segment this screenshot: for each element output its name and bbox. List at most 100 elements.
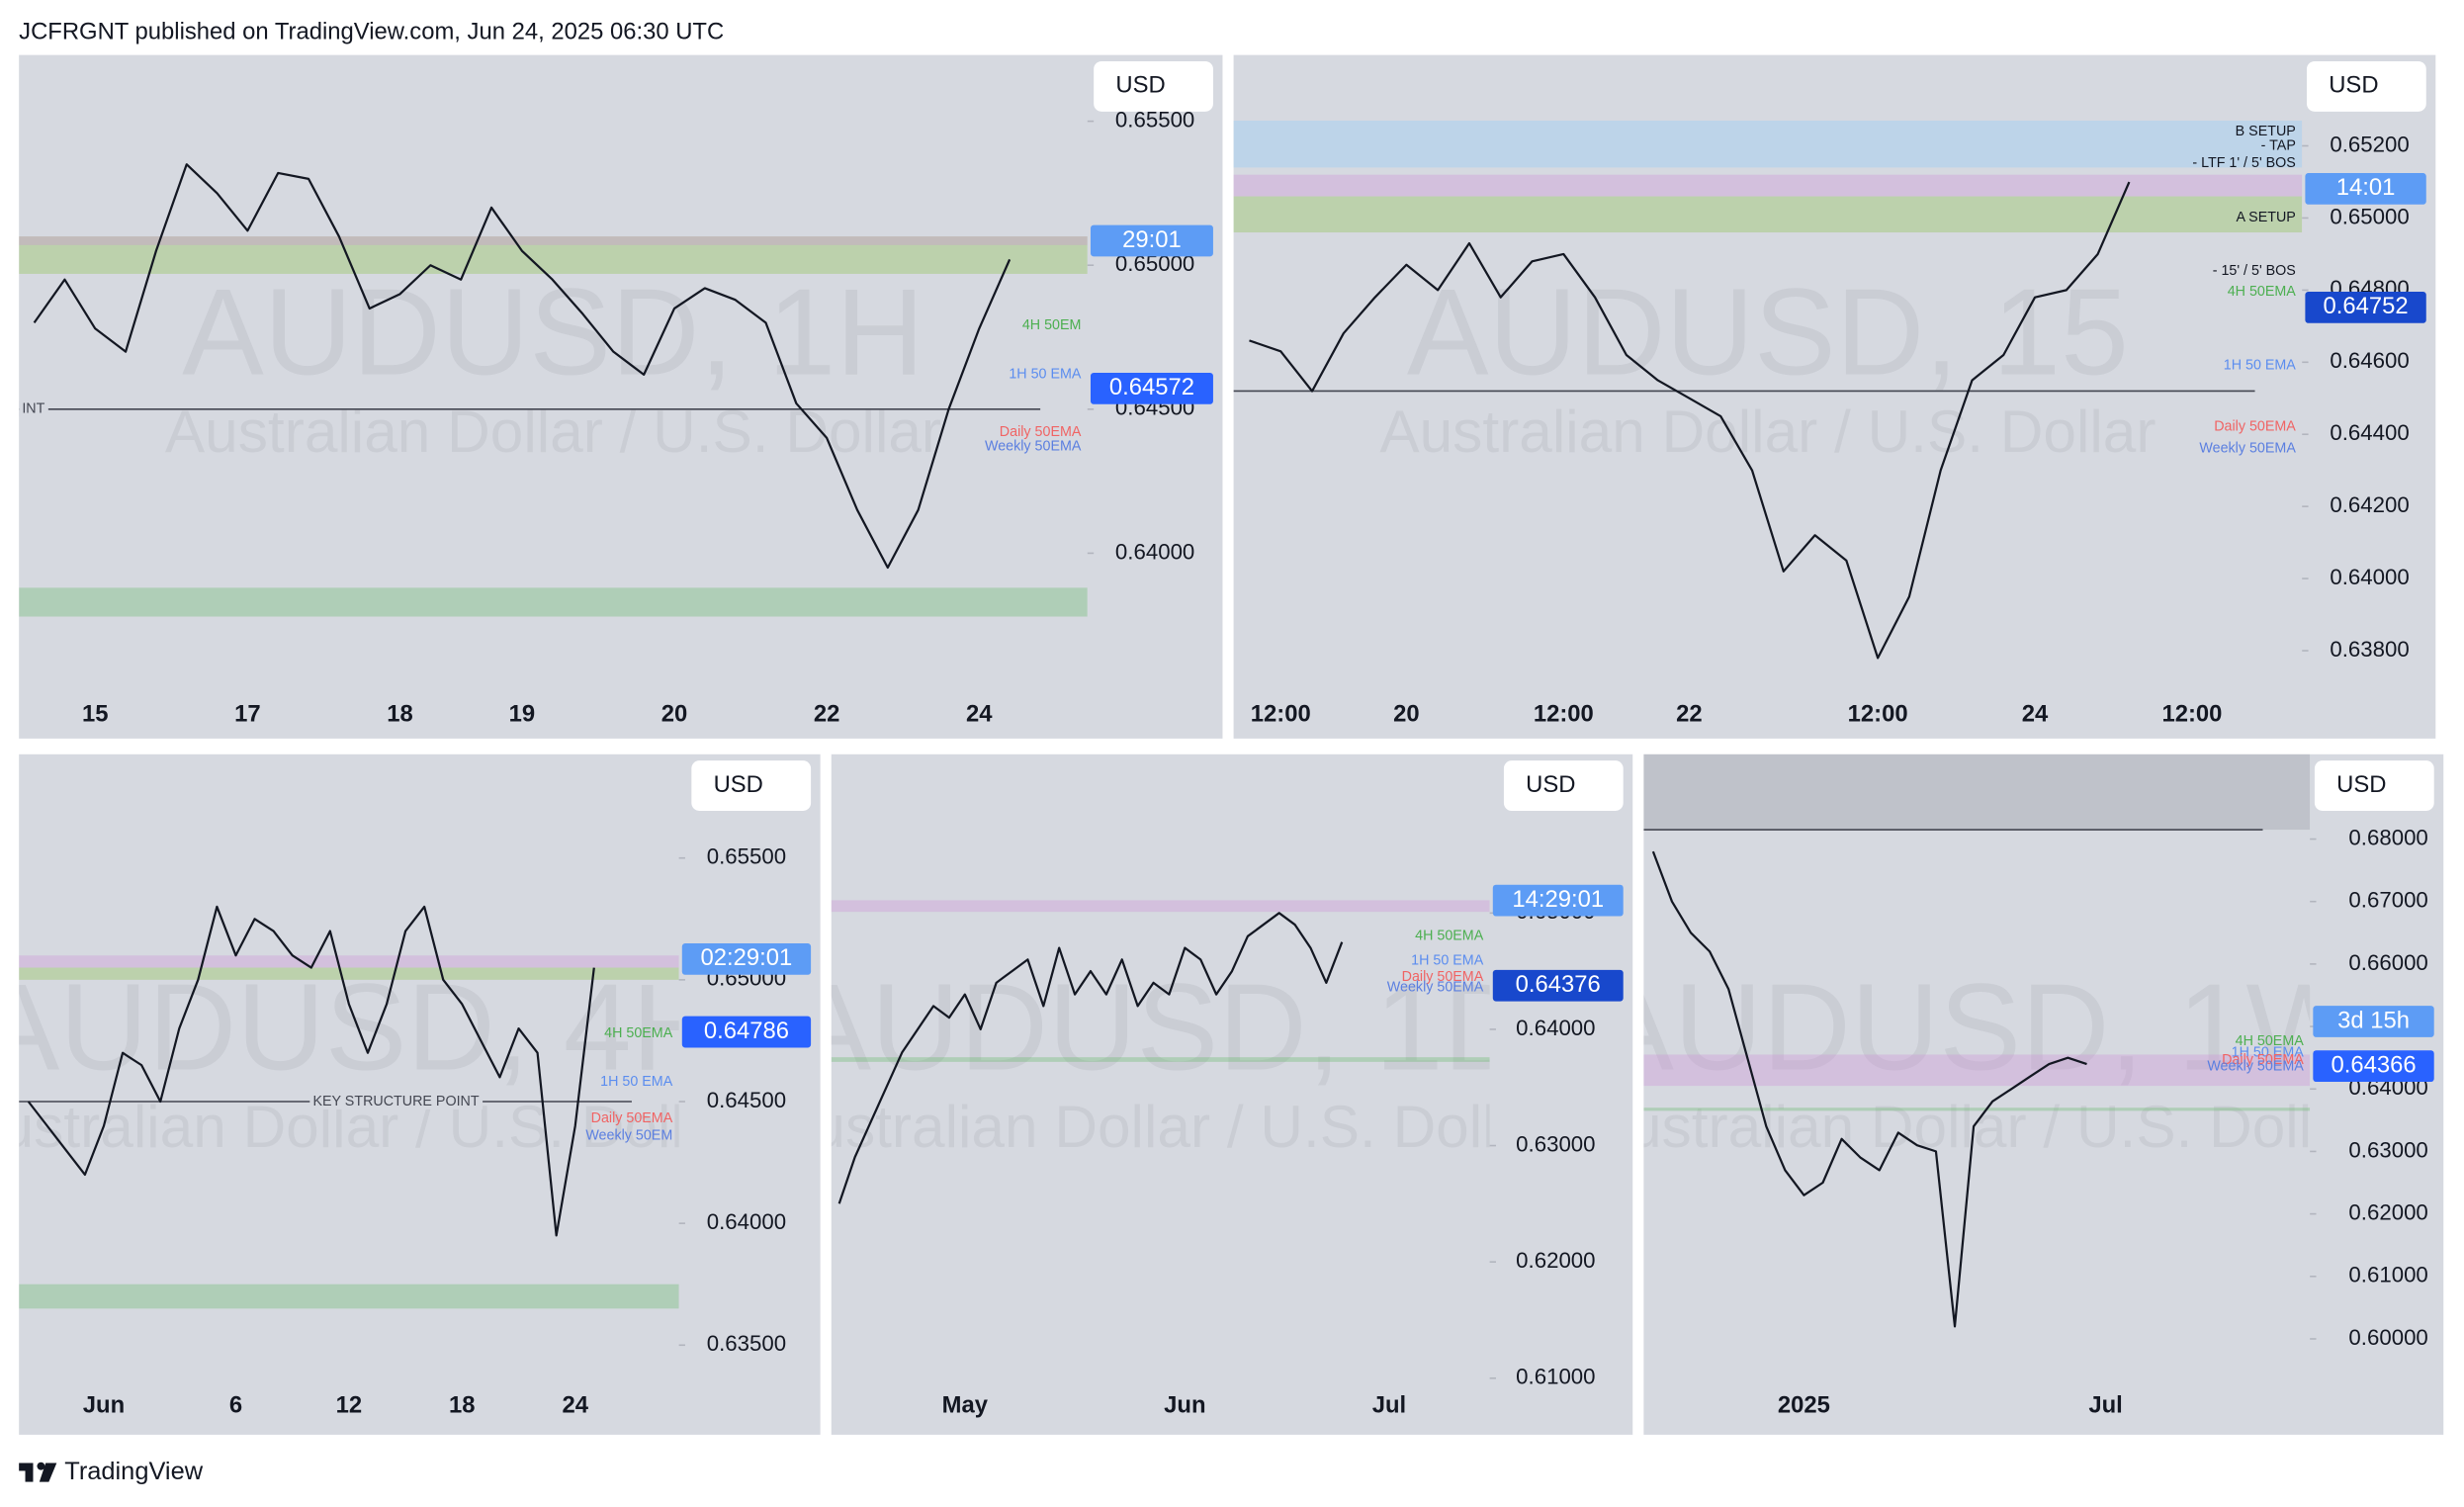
zone [831,900,1490,913]
zone [19,955,679,968]
x-tick-label: 19 [509,700,536,727]
footer-brand: TradingView [64,1458,203,1485]
watermark: AUDUSD, 1D [789,960,1532,1097]
annotation: - TAP [2261,137,2296,153]
level-label: KEY STRUCTURE POINT [312,1094,479,1109]
annotation: Daily 50EMA [1402,969,1484,985]
price-line [1249,181,2131,660]
annotation: 1H 50 EMA [1411,952,1484,968]
watermark-subtitle: Australian Dollar / U.S. Dollar [1589,1093,2365,1160]
byline: JCFRGNT published on TradingView.com, Ju… [19,19,724,45]
y-tick-label: 0.65500 [707,844,786,869]
watermark: AUDUSD, 1W [1592,960,2361,1097]
panel-background [1643,754,2444,1435]
price-line [27,905,595,1237]
price-label-box [2313,1006,2434,1037]
annotation: 4H 50EMA [604,1025,673,1041]
y-tick-label: 0.65000 [2330,204,2409,228]
x-tick-label: 20 [1393,700,1420,727]
price-label: 0.64752 [2324,293,2409,319]
price-label-box [1492,969,1624,1002]
y-tick-label: 0.64000 [1115,539,1194,564]
zone [1643,754,2311,831]
y-tick-label: 0.62000 [2348,1199,2427,1224]
zone [19,1284,679,1309]
annotation: - 15' / 5' BOS [2213,263,2296,279]
y-tick-label: 0.64000 [1516,1016,1595,1040]
currency-button[interactable] [1503,760,1624,812]
panel-background [19,54,1223,739]
x-tick-label: Jul [2088,1392,2122,1419]
y-tick-label: 0.61000 [1516,1365,1595,1389]
watermark: AUDUSD, 1H [182,264,924,400]
panel-background [1233,54,2436,739]
annotation: 1H 50 EMA [600,1074,673,1090]
annotation: 4H 50EM [1022,317,1082,333]
watermark-subtitle: Australian Dollar / U.S. Dollar [1379,398,2156,465]
y-tick-label: 0.64400 [2330,420,2409,445]
price-label: 14:29:01 [1512,886,1604,913]
watermark: AUDUSD, 4H [0,960,720,1097]
zone [19,967,679,980]
annotation: 4H 50EMA [2236,1033,2305,1049]
zone [1233,174,2303,197]
y-tick-label: 0.63800 [2330,637,2409,662]
x-tick-label: 24 [2022,700,2049,727]
currency-button[interactable] [691,760,812,812]
price-label: 29:01 [1122,226,1182,253]
annotation: 1H 50 EMA [2232,1044,2305,1060]
x-tick-label: 12 [336,1392,363,1419]
price-label: 14:01 [2336,174,2396,201]
x-tick-label: 15 [82,700,109,727]
currency-button[interactable] [2306,60,2426,112]
y-tick-label: 0.64000 [2330,565,2409,589]
y-tick-label: 0.64600 [2330,348,2409,373]
x-tick-label: 12:00 [1251,700,1311,727]
zone [19,236,1088,245]
price-label-box [681,943,812,975]
x-tick-label: 17 [234,700,261,727]
x-tick-label: Jul [1372,1392,1406,1419]
zone [1643,1108,2311,1111]
price-label-box [681,1016,812,1048]
currency-label: USD [1115,72,1165,99]
price-label: 3d 15h [2337,1007,2410,1033]
x-tick-label: 22 [1676,700,1703,727]
zone [1233,196,2303,233]
currency-label: USD [2336,771,2386,798]
x-tick-label: 6 [229,1392,242,1419]
currency-label: USD [2329,72,2378,99]
price-label: 0.64786 [704,1018,789,1044]
x-tick-label: 20 [661,700,688,727]
price-line [33,163,1012,570]
annotation: Daily 50EMA [2222,1052,2304,1068]
watermark: AUDUSD, 15 [1407,264,2129,400]
level-label: INT [22,401,44,417]
watermark-subtitle: Australian Dollar / U.S. Dollar [165,398,941,465]
price-label: 0.64572 [1109,374,1194,400]
y-tick-label: 0.63000 [1516,1131,1595,1156]
x-tick-label: 24 [562,1392,588,1419]
zone [1233,120,2303,168]
price-label: 0.64366 [2331,1051,2416,1078]
x-tick-label: 24 [966,700,993,727]
x-tick-label: Jun [1164,1392,1205,1419]
annotation: A SETUP [2236,210,2295,225]
price-label-box [2305,291,2426,323]
x-tick-label: 12:00 [2161,700,2222,727]
annotation: 1H 50 EMA [2224,358,2297,374]
price-label-box [1492,884,1624,917]
currency-button[interactable] [2314,760,2434,812]
currency-button[interactable] [1094,60,1213,112]
x-tick-label: 12:00 [1534,700,1594,727]
x-tick-label: 22 [814,700,840,727]
currency-label: USD [714,771,763,798]
annotation: Weekly 50EMA [2207,1058,2304,1074]
panel-background [831,754,1633,1435]
